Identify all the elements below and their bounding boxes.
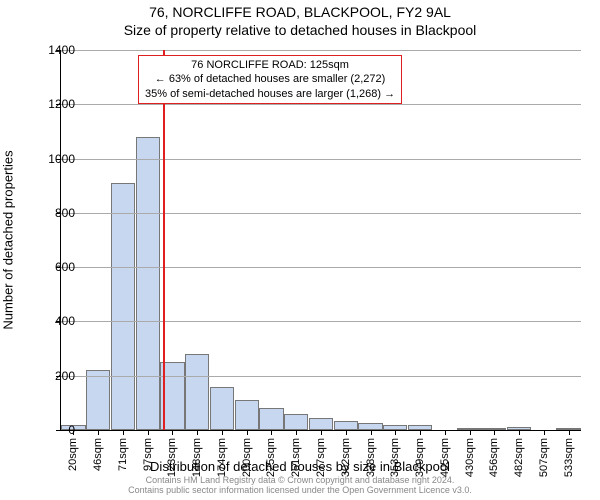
gridline <box>61 50 581 51</box>
xtick-mark <box>470 430 471 435</box>
xtick-mark <box>420 430 421 435</box>
xtick-mark <box>519 430 520 435</box>
footer: Contains HM Land Registry data © Crown c… <box>0 476 600 496</box>
xtick-mark <box>544 430 545 435</box>
gridline <box>61 321 581 322</box>
ytick-label: 0 <box>25 423 75 437</box>
y-axis-label: Number of detached properties <box>1 150 16 329</box>
x-axis-title: Distribution of detached houses by size … <box>0 459 600 474</box>
chart-area: 20sqm46sqm71sqm97sqm123sqm148sqm174sqm20… <box>60 50 581 431</box>
reference-line <box>163 50 165 430</box>
xtick-mark <box>321 430 322 435</box>
bar <box>358 423 382 430</box>
xtick-mark <box>494 430 495 435</box>
annotation-line-2: ← 63% of detached houses are smaller (2,… <box>145 72 395 86</box>
bar <box>111 183 135 430</box>
xtick-mark <box>172 430 173 435</box>
bar <box>86 370 110 430</box>
annotation-line-3: 35% of semi-detached houses are larger (… <box>145 87 395 101</box>
ytick-label: 1400 <box>25 43 75 57</box>
ytick-label: 400 <box>25 314 75 328</box>
gridline <box>61 159 581 160</box>
xtick-mark <box>197 430 198 435</box>
page-title-2: Size of property relative to detached ho… <box>0 22 600 38</box>
bar <box>136 137 160 430</box>
xtick-mark <box>371 430 372 435</box>
xtick-mark <box>148 430 149 435</box>
xtick-mark <box>247 430 248 435</box>
bar <box>259 408 283 430</box>
xtick-mark <box>569 430 570 435</box>
xtick-mark <box>346 430 347 435</box>
gridline <box>61 104 581 105</box>
ytick-label: 1200 <box>25 97 75 111</box>
gridline <box>61 267 581 268</box>
bar <box>210 387 234 430</box>
xtick-mark <box>271 430 272 435</box>
bar <box>334 421 358 431</box>
bar <box>235 400 259 430</box>
gridline <box>61 213 581 214</box>
ytick-label: 1000 <box>25 152 75 166</box>
ytick-label: 800 <box>25 206 75 220</box>
xtick-mark <box>296 430 297 435</box>
gridline <box>61 376 581 377</box>
annotation-box: 76 NORCLIFFE ROAD: 125sqm ← 63% of detac… <box>138 55 402 104</box>
xtick-mark <box>445 430 446 435</box>
bar <box>309 418 333 430</box>
xtick-mark <box>123 430 124 435</box>
ytick-label: 200 <box>25 369 75 383</box>
bar <box>185 354 209 430</box>
bar <box>284 414 308 430</box>
xtick-mark <box>222 430 223 435</box>
footer-line-2: Contains public sector information licen… <box>0 486 600 496</box>
bars-layer <box>61 50 581 430</box>
container: 76, NORCLIFFE ROAD, BLACKPOOL, FY2 9AL S… <box>0 0 600 500</box>
annotation-line-1: 76 NORCLIFFE ROAD: 125sqm <box>145 58 395 72</box>
xtick-mark <box>98 430 99 435</box>
page-title-1: 76, NORCLIFFE ROAD, BLACKPOOL, FY2 9AL <box>0 4 600 20</box>
xtick-mark <box>395 430 396 435</box>
ytick-label: 600 <box>25 260 75 274</box>
